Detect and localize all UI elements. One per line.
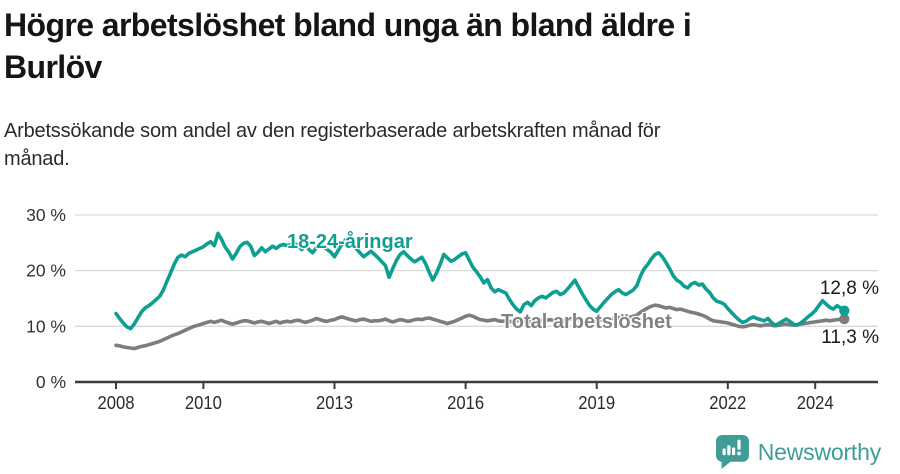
page-title-line-2: Burlöv (4, 49, 102, 85)
series-line-Total arbetslöshet (114, 303, 847, 351)
x-tick-label: 2024 (797, 393, 834, 413)
x-tick-label: 2019 (578, 393, 615, 413)
page-title-line-1: Högre arbetslöshet bland unga än bland ä… (4, 7, 692, 43)
page-title: Högre arbetslöshet bland unga än bland ä… (4, 4, 884, 88)
page-subtitle: Arbetssökande som andel av den registerb… (4, 117, 864, 173)
x-tick-label: 2008 (98, 393, 135, 413)
x-tick-label: 2010 (185, 393, 222, 413)
y-tick-label: 10 % (26, 316, 66, 336)
series-end-dot-18-24-åringar (839, 305, 850, 316)
series-label-total: Total arbetslöshet (501, 311, 672, 333)
series-end-dot-Total arbetslöshet (839, 313, 850, 325)
end-value-label-total: 11,3 % (821, 327, 879, 348)
newsworthy-chart-bubble-icon (715, 435, 749, 469)
x-tick-label: 2013 (316, 393, 353, 413)
y-tick-label: 30 % (26, 205, 66, 225)
newsworthy-logo[interactable]: Newsworthy (715, 435, 881, 469)
series-line-18-24-åringar (114, 231, 847, 331)
y-tick-label: 0 % (36, 372, 66, 392)
end-value-label-18-24: 12,8 % (819, 278, 879, 299)
newsworthy-wordmark: Newsworthy (757, 438, 881, 465)
y-tick-label: 20 % (26, 261, 66, 281)
page-subtitle-line-2: månad. (4, 148, 70, 170)
page-subtitle-line-1: Arbetssökande som andel av den registerb… (4, 120, 661, 142)
x-tick-label: 2016 (447, 393, 484, 413)
x-tick-label: 2022 (709, 393, 746, 413)
series-label-18-24: 18-24-åringar (287, 231, 413, 253)
